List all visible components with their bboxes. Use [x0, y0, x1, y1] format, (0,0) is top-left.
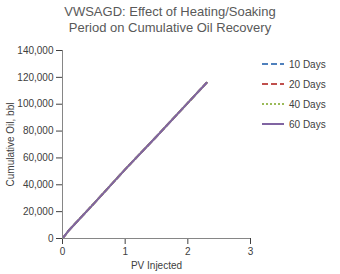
svg-text:Cumulative Oil, bbl: Cumulative Oil, bbl	[5, 103, 16, 187]
svg-text:2: 2	[185, 246, 191, 257]
svg-text:3: 3	[248, 246, 254, 257]
svg-text:120,000: 120,000	[17, 72, 54, 83]
svg-text:100,000: 100,000	[17, 98, 54, 109]
html-text:10 Days: 10 Days	[289, 58, 326, 70]
svg-text:40,000: 40,000	[23, 179, 54, 190]
html-text:40 Days: 40 Days	[289, 98, 326, 110]
html-text:VWSAGD: Effect of Heating/Soak: VWSAGD: Effect of Heating/Soaking	[64, 4, 276, 19]
svg-text:0: 0	[48, 233, 54, 244]
svg-text:1: 1	[122, 246, 128, 257]
svg-text:140,000: 140,000	[17, 45, 54, 56]
html-text:60 Days: 60 Days	[289, 118, 326, 130]
svg-text:20,000: 20,000	[23, 206, 54, 217]
html-text:20 Days: 20 Days	[289, 78, 326, 90]
html-text:Period on Cumulative Oil Recov: Period on Cumulative Oil Recovery	[68, 20, 272, 35]
svg-text:80,000: 80,000	[23, 125, 54, 136]
svg-text:PV Injected: PV Injected	[131, 260, 182, 271]
svg-text:60,000: 60,000	[23, 152, 54, 163]
svg-text:0: 0	[60, 246, 66, 257]
